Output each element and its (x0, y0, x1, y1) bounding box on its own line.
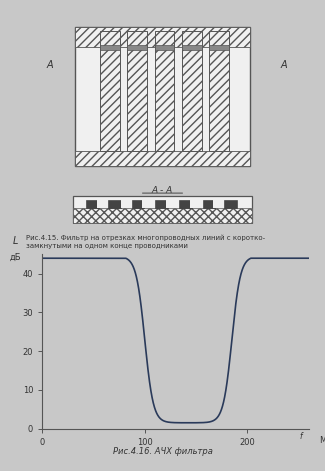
Bar (182, 31, 202, 151)
Bar (97, 200, 106, 208)
Bar (142, 200, 151, 208)
Bar (108, 200, 121, 208)
Bar (190, 200, 199, 208)
Text: замкнутыми на одном конце проводниками: замкнутыми на одном конце проводниками (26, 243, 188, 249)
Bar (209, 45, 229, 50)
Bar (86, 200, 99, 208)
Bar (155, 31, 174, 151)
Bar (73, 208, 252, 223)
Bar (127, 31, 147, 151)
Bar (179, 200, 192, 208)
Text: Рис.4.16. АЧХ фильтра: Рис.4.16. АЧХ фильтра (112, 447, 213, 456)
Bar (155, 45, 174, 50)
Text: A - A: A - A (152, 186, 173, 195)
Bar (166, 200, 175, 208)
Text: A: A (280, 60, 287, 71)
Bar (127, 45, 147, 50)
Bar (155, 200, 168, 208)
Bar (100, 45, 120, 50)
Bar (224, 200, 237, 208)
Bar (121, 200, 130, 208)
Bar (209, 31, 229, 151)
Bar (100, 31, 120, 151)
Bar (75, 27, 250, 47)
Bar (75, 151, 250, 166)
Text: Рис.4.15. Фильтр на отрезках многопроводных линий с коротко-: Рис.4.15. Фильтр на отрезках многопровод… (26, 235, 265, 241)
Text: L: L (13, 236, 18, 246)
Text: МГц: МГц (319, 436, 325, 445)
Bar (132, 200, 144, 208)
Text: f: f (299, 432, 302, 441)
Bar (202, 200, 215, 208)
Bar (214, 200, 223, 208)
Text: дБ: дБ (10, 252, 21, 261)
Bar (182, 45, 202, 50)
Text: A: A (46, 60, 53, 71)
